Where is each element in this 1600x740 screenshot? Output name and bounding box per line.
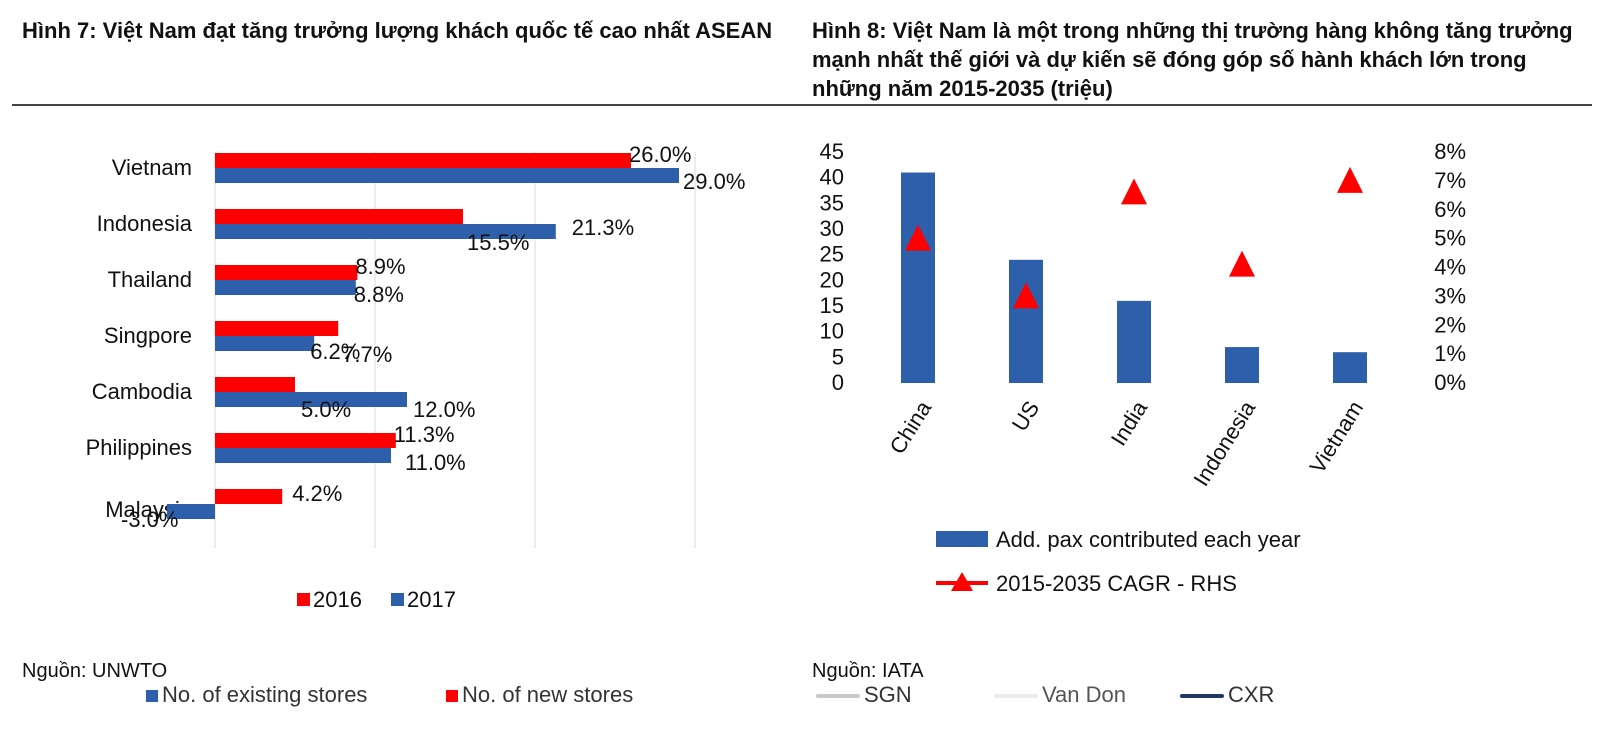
legend-label-sgn: SGN — [864, 682, 912, 707]
bar-pax-india — [1117, 300, 1151, 383]
bar-pax-us — [1009, 259, 1043, 383]
right-tick-1%: 1% — [1434, 341, 1466, 366]
bar-2016-vietnam — [215, 153, 631, 168]
right-tick-7%: 7% — [1434, 168, 1466, 193]
figure7-source: Nguồn: UNWTO — [22, 660, 168, 682]
category-label-philippines: Philippines — [86, 435, 192, 460]
marker-cagr-us — [1013, 282, 1039, 309]
x-label-us: US — [1007, 396, 1044, 435]
legend-marker-cagr — [951, 572, 973, 591]
left-tick-40: 40 — [820, 165, 844, 190]
bar-2017-cambodia — [215, 392, 407, 407]
legend-label-pax: Add. pax contributed each year — [996, 527, 1301, 552]
bar-2017-indonesia — [215, 224, 556, 239]
marker-cagr-indonesia — [1229, 250, 1255, 277]
figure7-title: Hình 7: Việt Nam đạt tăng trưởng lượng k… — [22, 18, 773, 43]
right-tick-4%: 4% — [1434, 255, 1466, 280]
legend-line-grey — [816, 694, 860, 699]
bar-2017-singpore — [215, 336, 315, 351]
legend-label-cxr: CXR — [1228, 682, 1275, 707]
right-tick-3%: 3% — [1434, 283, 1466, 308]
data-label-2017-cambodia: 12.0% — [413, 397, 475, 422]
x-label-vietnam: Vietnam — [1304, 396, 1368, 477]
data-label-2017-philippines: 11.0% — [405, 450, 466, 475]
data-label-2016-indonesia: 15.5% — [467, 230, 529, 255]
bleed-legend-existing-stores: No. of existing stores — [146, 682, 367, 708]
data-label-2016-vietnam: 26.0% — [629, 142, 691, 167]
category-label-vietnam: Vietnam — [112, 155, 192, 180]
left-tick-10: 10 — [820, 319, 844, 344]
data-label-2017-vietnam: 29.0% — [683, 169, 745, 194]
bar-2016-malaysia — [215, 489, 283, 504]
right-tick-5%: 5% — [1434, 226, 1466, 251]
bar-2016-thailand — [215, 265, 358, 280]
marker-cagr-india — [1121, 178, 1147, 205]
bar-pax-vietnam — [1333, 352, 1367, 383]
legend-label-2017: 2017 — [407, 587, 456, 612]
legend-line-navy — [1180, 694, 1224, 699]
x-label-indonesia: Indonesia — [1188, 396, 1260, 491]
data-label-2017-malaysia: -3.0% — [121, 507, 178, 532]
legend-label-new-stores: No. of new stores — [462, 682, 634, 707]
bar-2016-singpore — [215, 321, 339, 336]
data-label-2017-singpore: 6.2% — [310, 339, 360, 364]
left-tick-20: 20 — [820, 267, 844, 292]
category-label-singpore: Singpore — [104, 323, 192, 348]
legend-line-light — [994, 694, 1038, 699]
category-label-cambodia: Cambodia — [92, 379, 193, 404]
x-label-india: India — [1106, 396, 1153, 450]
left-tick-0: 0 — [832, 370, 844, 395]
left-tick-30: 30 — [820, 216, 844, 241]
data-label-2016-cambodia: 5.0% — [301, 397, 351, 422]
bar-pax-china — [901, 172, 935, 383]
bleed-legend-cxr: CXR — [1180, 682, 1274, 708]
data-label-2016-philippines: 11.3% — [394, 422, 455, 447]
left-tick-45: 45 — [820, 139, 844, 164]
left-tick-5: 5 — [832, 344, 844, 369]
x-label-china: China — [885, 396, 937, 459]
right-tick-0%: 0% — [1434, 370, 1466, 395]
bar-pax-indonesia — [1225, 347, 1259, 383]
legend-swatch-red — [446, 690, 458, 703]
bar-2017-philippines — [215, 448, 391, 463]
data-label-2016-singpore: 7.7% — [342, 342, 392, 367]
marker-cagr-vietnam — [1337, 166, 1363, 193]
data-label-2016-thailand: 8.9% — [355, 254, 405, 279]
data-label-2016-malaysia: 4.2% — [292, 481, 342, 506]
right-tick-6%: 6% — [1434, 197, 1466, 222]
header-divider — [12, 104, 1592, 106]
data-label-2017-thailand: 8.8% — [354, 282, 404, 307]
right-tick-8%: 8% — [1434, 139, 1466, 164]
bar-2017-thailand — [215, 280, 356, 295]
left-tick-25: 25 — [820, 242, 844, 267]
bar-2017-malaysia — [167, 504, 215, 519]
bar-2016-indonesia — [215, 209, 463, 224]
legend-label-existing-stores: No. of existing stores — [162, 682, 368, 707]
bar-2016-philippines — [215, 433, 396, 448]
left-tick-35: 35 — [820, 190, 844, 215]
bar-2017-vietnam — [215, 168, 679, 183]
right-tick-2%: 2% — [1434, 312, 1466, 337]
category-label-indonesia: Indonesia — [97, 211, 193, 236]
legend-label-cagr: 2015-2035 CAGR - RHS — [996, 571, 1237, 596]
legend-swatch-2017 — [391, 593, 404, 606]
bar-2016-cambodia — [215, 377, 295, 392]
category-label-thailand: Thailand — [108, 267, 192, 292]
legend-swatch-blue — [146, 690, 158, 703]
figure8-source: Nguồn: IATA — [812, 660, 924, 682]
legend-label-2016: 2016 — [313, 587, 362, 612]
left-tick-15: 15 — [820, 293, 844, 318]
legend-label-van-don: Van Don — [1042, 682, 1126, 707]
bleed-legend-van-don: Van Don — [994, 682, 1126, 708]
figure8-title: Hình 8: Việt Nam là một trong những thị … — [812, 18, 1573, 101]
bleed-legend-sgn: SGN — [816, 682, 912, 708]
data-label-2017-indonesia: 21.3% — [572, 215, 634, 240]
legend-swatch-2016 — [297, 593, 310, 606]
marker-cagr-china — [905, 224, 931, 251]
bleed-legend-new-stores: No. of new stores — [446, 682, 633, 708]
legend-swatch-pax — [936, 531, 988, 547]
chart-international-arrivals: Vietnam Indonesia Thailand Singpore Cambodia… — [86, 142, 746, 612]
